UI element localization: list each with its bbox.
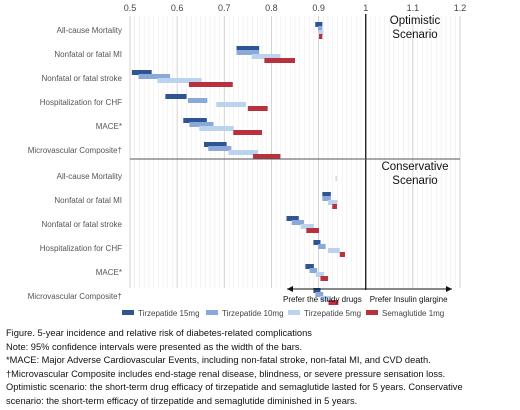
ci-bar [228,150,259,155]
forest-chart: 0.5 0.6 0.7 0.8 0.9 1 1.1 1.2 All-cause Mortalit… [28,3,467,318]
category-label: All-cause Mortality [57,172,122,181]
category-label: Hospitalization for CHF [40,244,122,253]
ci-bar [233,130,262,135]
scenario-label: Scenario [392,175,437,187]
ci-bar [313,288,321,293]
legend-swatch [288,310,300,315]
ci-bar [251,54,281,59]
ci-bar [236,50,260,55]
category-label: Nonfatal or fatal MI [54,50,122,59]
ci-bar [335,176,337,181]
ci-bar [320,276,328,281]
scenario-label: Optimistic [390,15,441,27]
ci-bar [286,216,299,221]
x-tick-label: 0.9 [312,3,325,13]
direction-label-right: Prefer Insulin glargine [370,295,448,304]
ci-bar [328,248,340,253]
scenario-label: Conservative [381,161,448,173]
legend-label: Tirzepatide 5mg [304,309,361,318]
arrow-head-right [446,286,452,292]
category-label: MACE* [96,268,122,277]
ci-bar [208,146,232,151]
legend-swatch [122,310,134,315]
ci-bar [264,58,295,63]
x-tick-label: 1.2 [454,3,467,13]
caption-line-4: †Microvascular Composite includes end-st… [6,368,446,379]
x-tick-label: 0.6 [171,3,184,13]
x-tick-label: 0.7 [218,3,231,13]
ci-bar [322,196,331,201]
ci-bar [306,228,320,233]
category-label: Microvascular Composite† [28,146,122,155]
ci-bar [319,30,324,35]
ci-bar [322,192,331,197]
caption-line-3: *MACE: Major Adverse Cardiovascular Even… [6,355,431,366]
ci-bar [291,220,304,225]
ci-bar [216,102,246,107]
ci-bar [319,34,323,39]
caption-line-5: Optimistic scenario: the short-term drug… [6,382,463,393]
ci-bar [138,74,171,79]
x-tick-label: 1 [363,3,368,13]
ci-bar [332,204,337,209]
caption-line-6: scenario: the short-term efficacy of tir… [6,395,358,406]
ci-bar [165,94,187,99]
category-label: Nonfatal or fatal stroke [42,220,123,229]
ci-bar [247,106,268,111]
ci-bar [188,82,233,87]
direction-label-left: Prefer the study drugs [283,295,362,304]
ci-bar [319,296,332,301]
x-tick-label: 0.5 [124,3,137,13]
ci-bar [131,70,152,75]
category-label: MACE* [96,122,122,131]
ci-bar [318,26,323,31]
ci-bar [187,98,208,103]
ci-bar [253,154,281,159]
legend-label: Semaglutide 1mg [382,309,444,318]
ci-bar [204,142,227,147]
ci-bar [318,244,326,249]
ci-bar [157,78,202,83]
ci-bar [315,272,325,277]
category-label: Microvascular Composite† [28,292,122,301]
category-label: All-cause Mortality [57,26,122,35]
x-tick-label: 1.1 [407,3,420,13]
legend-swatch [206,310,218,315]
ci-bar [183,118,207,123]
caption-line-1: Figure. 5-year incidence and relative ri… [6,328,312,338]
figure-caption: Figure. 5-year incidence and relative ri… [6,327,514,409]
ci-bar [309,268,318,273]
arrow-head-left [287,286,293,292]
ci-bar [315,292,324,297]
ci-bar [199,126,234,131]
ci-bar [300,224,314,229]
legend-label: Tirzepatide 10mg [222,309,284,318]
ci-bar [236,46,260,51]
ci-bar [305,264,314,269]
legend-label: Tirzepatide 15mg [138,309,200,318]
ci-bar [313,240,321,245]
category-label: Hospitalization for CHF [40,98,122,107]
ci-bar [328,200,338,205]
scenario-label: Scenario [392,29,437,41]
legend-swatch [366,310,378,315]
category-label: Nonfatal or fatal MI [54,196,122,205]
caption-line-2: Note: 95% confidence intervals were pres… [6,341,303,352]
category-label: Nonfatal or fatal stroke [42,74,123,83]
ci-bar [315,22,323,27]
ci-bar [328,300,339,305]
ci-bar [189,122,214,127]
x-tick-label: 0.8 [265,3,278,13]
ci-bar [339,252,345,257]
